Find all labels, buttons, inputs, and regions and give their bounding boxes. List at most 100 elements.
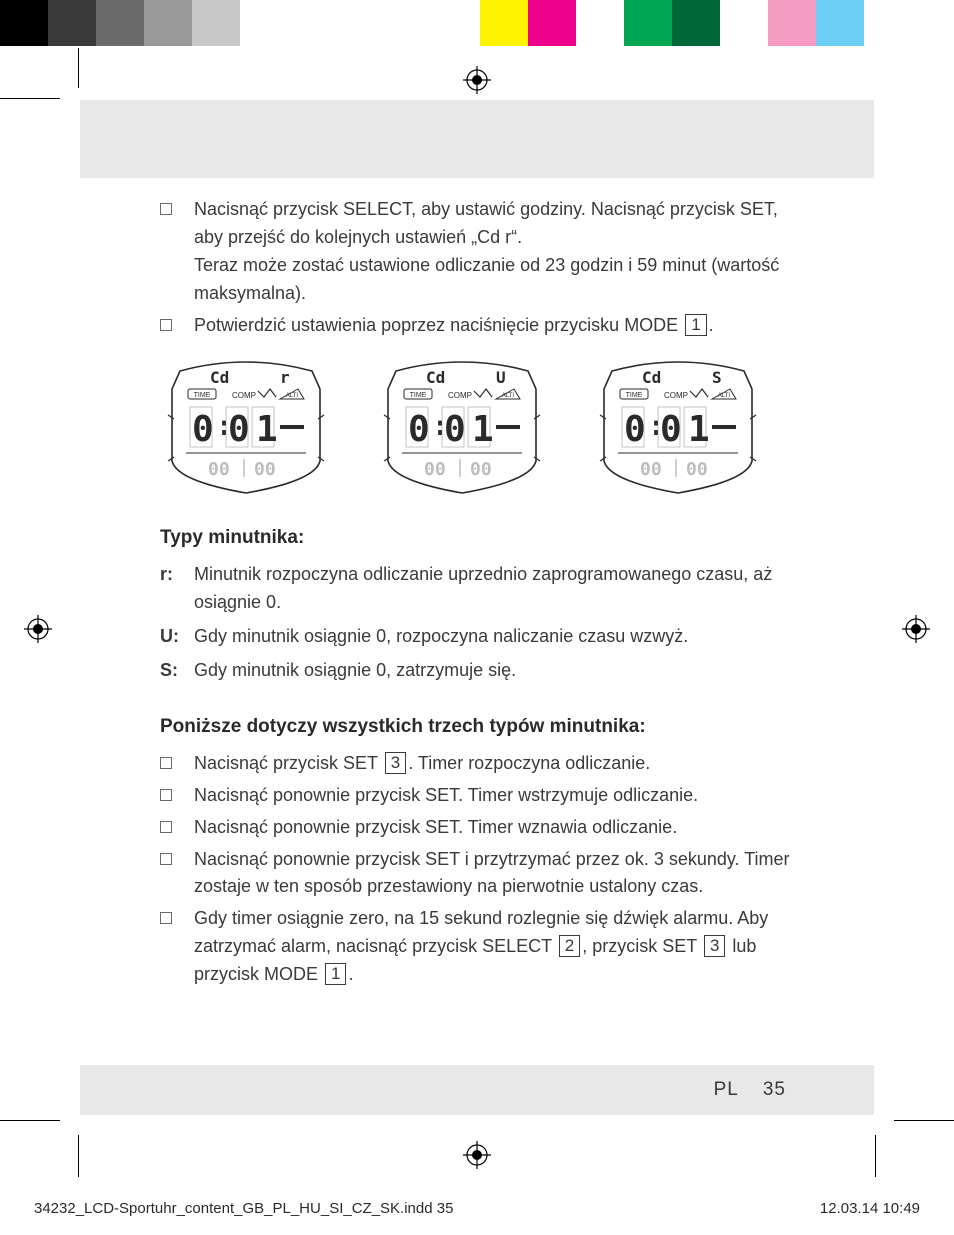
- page-body: Nacisnąć przycisk SELECT, aby ustawić go…: [80, 100, 874, 1095]
- bullet-item: Nacisnąć ponownie przycisk SET i przytrz…: [160, 846, 794, 902]
- bullet-text: Potwierdzić ustawienia poprzez naciśnięc…: [194, 312, 794, 340]
- color-swatch: [576, 0, 624, 46]
- watch-display-diagram: Cd r TIME COMP ALTI 0 : 0 1 00 00: [160, 357, 332, 497]
- definition-item: r:Minutnik rozpoczyna odliczanie uprzedn…: [160, 561, 794, 617]
- color-swatch: [720, 0, 768, 46]
- color-swatch: [384, 0, 432, 46]
- svg-text:0: 0: [192, 409, 214, 450]
- svg-text:Cd: Cd: [426, 368, 445, 387]
- bullet-text: Nacisnąć przycisk SELECT, aby ustawić go…: [194, 196, 794, 308]
- color-swatch: [816, 0, 864, 46]
- color-swatch: [96, 0, 144, 46]
- svg-text:TIME: TIME: [410, 392, 427, 399]
- color-calibration-bar: [0, 0, 954, 46]
- color-swatch: [864, 0, 912, 46]
- definition-text: Gdy minutnik osiągnie 0, zatrzymuje się.: [194, 657, 794, 685]
- bullet-item: Nacisnąć ponownie przycisk SET. Timer ws…: [160, 782, 794, 810]
- color-swatch: [624, 0, 672, 46]
- definition-item: U:Gdy minutnik osiągnie 0, rozpoczyna na…: [160, 623, 794, 651]
- imprint-line: 34232_LCD-Sportuhr_content_GB_PL_HU_SI_C…: [34, 1200, 920, 1217]
- svg-text:0: 0: [408, 409, 430, 450]
- color-swatch: [192, 0, 240, 46]
- svg-text:ALTI: ALTI: [718, 393, 731, 399]
- checkbox-bullet-icon: [160, 203, 172, 215]
- bullet-text: Gdy timer osiągnie zero, na 15 sekund ro…: [194, 905, 794, 989]
- svg-text:1: 1: [472, 409, 494, 450]
- crop-line: [0, 1120, 60, 1121]
- imprint-filename: 34232_LCD-Sportuhr_content_GB_PL_HU_SI_C…: [34, 1200, 453, 1217]
- checkbox-bullet-icon: [160, 319, 172, 331]
- watch-display-diagram: Cd U TIME COMP ALTI 0 : 0 1 00 00: [376, 357, 548, 497]
- registration-mark-bottom: [463, 1141, 491, 1169]
- bullet-item: Nacisnąć przycisk SELECT, aby ustawić go…: [160, 196, 794, 308]
- svg-text:TIME: TIME: [194, 392, 211, 399]
- bullet-text: Nacisnąć przycisk SET 3. Timer rozpoczyn…: [194, 750, 794, 778]
- color-swatch: [768, 0, 816, 46]
- button-reference-box: 1: [325, 963, 346, 985]
- crop-line: [894, 1120, 954, 1121]
- svg-text:00: 00: [208, 459, 230, 480]
- svg-text:0: 0: [228, 409, 250, 450]
- svg-text:COMP: COMP: [232, 391, 256, 400]
- svg-text:00: 00: [470, 459, 492, 480]
- footer-lang: PL: [714, 1079, 739, 1101]
- checkbox-bullet-icon: [160, 821, 172, 833]
- checkbox-bullet-icon: [160, 912, 172, 924]
- svg-text:COMP: COMP: [664, 391, 688, 400]
- button-reference-box: 3: [385, 752, 406, 774]
- header-band: [80, 100, 874, 178]
- definition-key: U:: [160, 623, 194, 651]
- crop-line: [78, 48, 79, 88]
- color-swatch: [0, 0, 48, 46]
- svg-text:1: 1: [256, 409, 278, 450]
- imprint-date: 12.03.14 10:49: [820, 1200, 920, 1217]
- crop-line: [875, 1135, 876, 1177]
- svg-text:Cd: Cd: [642, 368, 661, 387]
- svg-text:00: 00: [686, 459, 708, 480]
- watch-display-diagram: Cd S TIME COMP ALTI 0 : 0 1 00 00: [592, 357, 764, 497]
- registration-mark-left: [24, 615, 52, 643]
- svg-text:00: 00: [640, 459, 662, 480]
- color-swatch: [480, 0, 528, 46]
- svg-text:S: S: [712, 368, 722, 387]
- footer-page-number: 35: [763, 1079, 786, 1101]
- crop-line: [0, 98, 60, 99]
- watch-diagram-row: Cd r TIME COMP ALTI 0 : 0 1 00 00: [160, 357, 794, 497]
- svg-text:TIME: TIME: [626, 392, 643, 399]
- svg-text:0: 0: [444, 409, 466, 450]
- svg-text:Cd: Cd: [210, 368, 229, 387]
- svg-text:COMP: COMP: [448, 391, 472, 400]
- color-swatch: [288, 0, 336, 46]
- svg-text:0: 0: [660, 409, 682, 450]
- definition-item: S:Gdy minutnik osiągnie 0, zatrzymuje si…: [160, 657, 794, 685]
- definition-text: Gdy minutnik osiągnie 0, rozpoczyna nali…: [194, 623, 794, 651]
- button-reference-box: 3: [704, 935, 725, 957]
- bullet-item: Gdy timer osiągnie zero, na 15 sekund ro…: [160, 905, 794, 989]
- registration-mark-right: [902, 615, 930, 643]
- checkbox-bullet-icon: [160, 853, 172, 865]
- svg-text:00: 00: [424, 459, 446, 480]
- bullet-item: Nacisnąć ponownie przycisk SET. Timer wz…: [160, 814, 794, 842]
- bullet-item: Potwierdzić ustawienia poprzez naciśnięc…: [160, 312, 794, 340]
- color-swatch: [672, 0, 720, 46]
- color-swatch: [48, 0, 96, 46]
- checkbox-bullet-icon: [160, 757, 172, 769]
- color-swatch: [528, 0, 576, 46]
- color-swatch: [240, 0, 288, 46]
- color-swatch: [336, 0, 384, 46]
- registration-mark-top: [463, 66, 491, 94]
- button-reference-box: 1: [685, 314, 706, 336]
- checkbox-bullet-icon: [160, 789, 172, 801]
- svg-text:ALTI: ALTI: [502, 393, 515, 399]
- definition-key: S:: [160, 657, 194, 685]
- definition-key: r:: [160, 561, 194, 589]
- button-reference-box: 2: [559, 935, 580, 957]
- color-swatch: [432, 0, 480, 46]
- svg-text:U: U: [496, 368, 506, 387]
- crop-line: [78, 1135, 79, 1177]
- page-footer: PL 35: [80, 1065, 874, 1115]
- section-title-types: Typy minutnika:: [160, 523, 794, 552]
- svg-text:0: 0: [624, 409, 646, 450]
- bullet-text: Nacisnąć ponownie przycisk SET. Timer ws…: [194, 782, 794, 810]
- content-area: Nacisnąć przycisk SELECT, aby ustawić go…: [80, 196, 874, 989]
